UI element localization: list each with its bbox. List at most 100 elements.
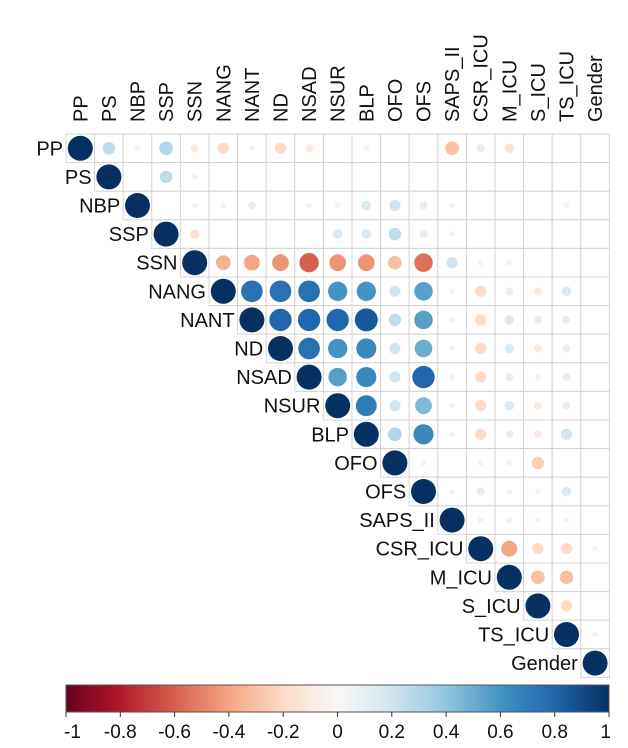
correlation-point-nsur-nsur bbox=[325, 393, 351, 419]
correlation-point-ts-icu-ts-icu bbox=[554, 622, 579, 647]
correlation-point-ofs-m-icu bbox=[506, 488, 513, 495]
color-legend-tick-label: 1 bbox=[600, 722, 611, 743]
grid-cell bbox=[437, 133, 467, 164]
correlation-point-ps-ssn bbox=[191, 174, 198, 180]
grid-cell bbox=[580, 390, 610, 421]
correlation-point-nant-nd bbox=[269, 308, 292, 332]
column-label-nsad: NSAD bbox=[299, 66, 321, 122]
correlation-point-nsad-csr-icu bbox=[475, 371, 487, 383]
correlation-point-ofs-saps-ii bbox=[449, 488, 455, 495]
correlation-point-ssp-ofo bbox=[388, 227, 402, 241]
correlation-point-nbp-nsad bbox=[306, 202, 312, 209]
column-label-ps: PS bbox=[99, 95, 121, 122]
grid-cell bbox=[437, 162, 467, 192]
correlation-point-ofs-s-icu bbox=[535, 488, 541, 495]
correlation-point-nd-nsur bbox=[328, 338, 348, 359]
correlation-point-ssn-nd bbox=[272, 254, 289, 272]
correlation-point-nang-csr-icu bbox=[475, 285, 487, 297]
grid-cell bbox=[580, 133, 610, 164]
correlation-point-nbp-blp bbox=[361, 200, 372, 211]
row-label-nant: NANT bbox=[180, 310, 234, 332]
grid-cell bbox=[265, 162, 296, 192]
color-legend-tick-label: -0.2 bbox=[267, 722, 300, 743]
correlation-point-ps-ssp bbox=[159, 170, 173, 184]
grid-cell bbox=[265, 190, 296, 221]
correlation-circles bbox=[67, 135, 608, 676]
correlation-point-gender-gender bbox=[582, 650, 608, 676]
grid-cell bbox=[494, 190, 525, 221]
correlation-point-blp-s-icu bbox=[533, 430, 542, 439]
grid-cell bbox=[380, 162, 410, 192]
correlation-point-ofs-ts-icu bbox=[561, 486, 572, 497]
correlation-point-blp-blp bbox=[353, 421, 379, 447]
correlation-point-ssn-saps-ii bbox=[446, 257, 458, 269]
column-labels: PP PS NBP SSP SSN NANG NANT ND NSAD NSUR BLP OFO OFS… bbox=[70, 34, 607, 122]
correlation-point-nsur-ofo bbox=[389, 400, 401, 412]
correlation-point-nang-saps-ii bbox=[449, 288, 455, 295]
correlation-point-ssp-saps-ii bbox=[449, 231, 455, 237]
color-legend-tick-label: 0.2 bbox=[379, 722, 405, 743]
grid-cell bbox=[408, 162, 439, 192]
row-label-pp: PP bbox=[36, 138, 63, 160]
grid-cell bbox=[523, 133, 553, 164]
correlation-point-nbp-ts-icu bbox=[563, 202, 570, 209]
column-label-s-icu: S_ICU bbox=[528, 63, 550, 122]
correlation-point-pp-blp bbox=[363, 145, 370, 152]
grid-cell bbox=[494, 162, 525, 192]
column-label-ofo: OFO bbox=[385, 79, 407, 122]
column-label-gender: Gender bbox=[585, 55, 607, 122]
row-label-ssn: SSN bbox=[136, 253, 177, 275]
correlation-point-nsad-m-icu bbox=[505, 373, 514, 382]
correlation-point-nang-ts-icu bbox=[561, 286, 572, 297]
correlation-point-pp-nd bbox=[274, 142, 287, 154]
correlation-point-ssp-ofs bbox=[419, 230, 428, 239]
grid-cell bbox=[580, 190, 610, 221]
color-legend-bar bbox=[65, 684, 610, 713]
row-label-ts-icu: TS_ICU bbox=[478, 625, 549, 647]
correlation-point-nant-s-icu bbox=[533, 315, 542, 324]
correlation-point-ofo-ofs bbox=[420, 460, 427, 466]
correlation-point-pp-nang bbox=[217, 142, 229, 154]
correlation-point-nsur-ofs bbox=[415, 397, 432, 415]
correlation-point-csr-icu-ts-icu bbox=[560, 543, 573, 555]
correlation-point-nang-nd bbox=[269, 280, 292, 303]
column-label-ts-icu: TS_ICU bbox=[557, 51, 579, 122]
correlation-point-nbp-ssn bbox=[191, 202, 198, 209]
grid-cell bbox=[265, 133, 296, 164]
correlation-point-blp-csr-icu bbox=[475, 428, 487, 440]
grid-cell bbox=[580, 247, 610, 278]
row-label-nsur: NSUR bbox=[264, 396, 321, 418]
correlation-point-ssp-blp bbox=[361, 229, 372, 239]
grid-cell bbox=[551, 219, 582, 249]
matrix-grid bbox=[65, 133, 610, 678]
grid-cell bbox=[580, 591, 610, 621]
column-label-ssp: SSP bbox=[156, 82, 178, 122]
correlation-point-ssn-nsur bbox=[329, 254, 347, 272]
correlation-point-blp-ofo bbox=[388, 427, 402, 442]
correlation-point-pp-csr-icu bbox=[476, 144, 485, 153]
grid-cell bbox=[523, 190, 553, 221]
correlation-point-csr-icu-gender bbox=[592, 545, 598, 552]
correlation-point-nant-ofo bbox=[388, 313, 402, 327]
row-label-blp: BLP bbox=[311, 424, 349, 446]
correlation-point-nbp-nsur bbox=[334, 202, 341, 209]
correlation-point-nbp-nang bbox=[220, 202, 227, 209]
row-label-nd: ND bbox=[234, 339, 263, 361]
correlation-point-ssn-ssn bbox=[182, 250, 208, 276]
correlation-point-nbp-nbp bbox=[125, 193, 150, 218]
grid-cell bbox=[580, 333, 610, 364]
grid-cell bbox=[322, 162, 353, 192]
grid-cell bbox=[580, 276, 610, 307]
correlation-point-ssn-nang bbox=[215, 255, 231, 271]
column-label-nang: NANG bbox=[213, 64, 235, 122]
grid-cell bbox=[580, 505, 610, 535]
column-label-nd: ND bbox=[271, 93, 293, 122]
grid-cell bbox=[237, 219, 267, 249]
correlation-point-ssp-ssp bbox=[153, 221, 179, 247]
row-label-nsad: NSAD bbox=[236, 367, 292, 389]
correlation-point-saps-ii-s-icu bbox=[535, 517, 541, 523]
correlation-point-m-icu-ts-icu bbox=[559, 570, 574, 585]
grid-cell bbox=[523, 219, 553, 249]
correlation-point-pp-nant bbox=[249, 145, 255, 152]
